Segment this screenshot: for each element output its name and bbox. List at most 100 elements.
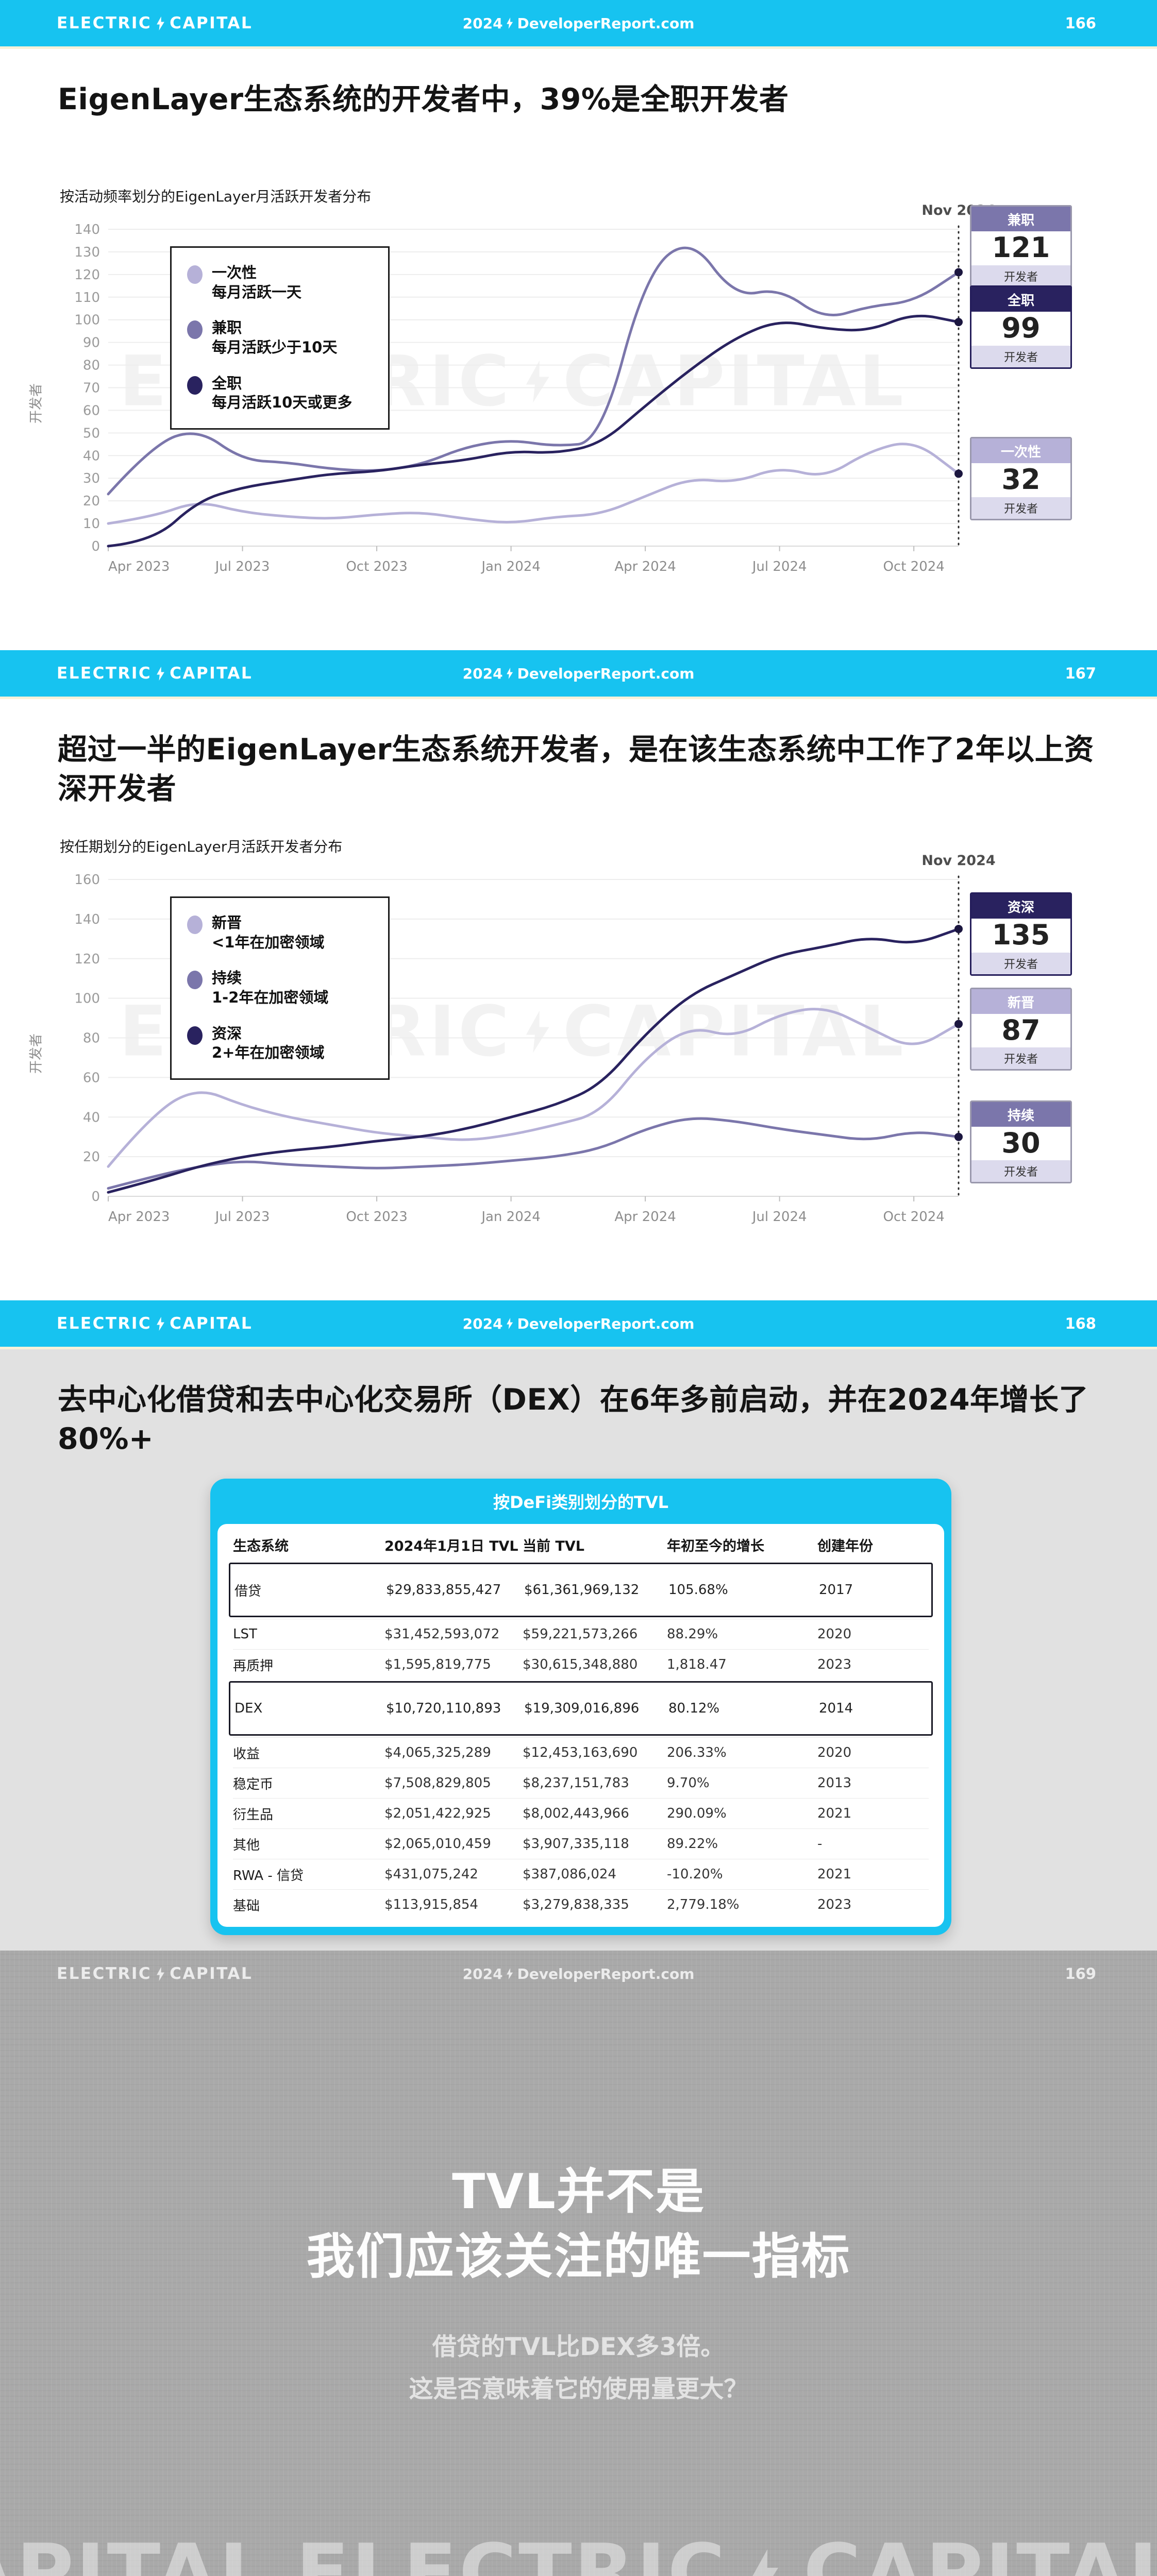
table-cell: $12,453,163,690 (523, 1745, 638, 1760)
x-tick-label: Oct 2023 (346, 1209, 407, 1225)
table-cell: 80.12% (668, 1701, 720, 1716)
bolt-icon (526, 1010, 549, 1053)
x-tick-label: Jan 2024 (480, 1209, 541, 1225)
badge-unit: 开发者 (971, 952, 1070, 974)
statement-heading-line1: TVL并不是 (452, 2164, 705, 2220)
site-domain: DeveloperReport.com (517, 1315, 695, 1332)
table-cell: 再质押 (233, 1658, 274, 1674)
logo-text-right: CAPITAL (170, 14, 253, 32)
series-end-dot (954, 268, 963, 277)
legend-label: 兼职 (212, 319, 242, 337)
legend-dot (187, 971, 203, 990)
series-line (107, 314, 960, 548)
table-cell: $10,720,110,893 (386, 1701, 501, 1716)
legend-item: 持续 1-2年在加密领域 (187, 969, 373, 1007)
series-line (107, 1117, 960, 1190)
statement-heading-line2: 我们应该关注的唯一指标 (306, 2229, 851, 2285)
table-cell: $8,002,443,966 (523, 1806, 629, 1821)
table-cell: $4,065,325,289 (384, 1745, 491, 1760)
table-row: 衍生品 $2,051,422,925 $8,002,443,966 290.09% 20… (233, 1798, 929, 1828)
series-end-dot (954, 318, 963, 327)
legend-label: 一次性 (212, 264, 257, 281)
table-cell: $1,595,819,775 (384, 1657, 491, 1672)
badge-value: 121 (992, 231, 1050, 264)
table-header-cell: 创建年份 (817, 1538, 873, 1554)
table-cell: 290.09% (667, 1806, 727, 1821)
x-tick-label: Jan 2024 (480, 559, 541, 574)
x-tick-label: Jul 2023 (214, 1209, 270, 1225)
series-line (107, 1008, 960, 1168)
x-tick-label: Jul 2024 (751, 559, 807, 574)
badge-value: 30 (1001, 1126, 1041, 1159)
y-tick-label: 100 (74, 313, 100, 328)
eigenlayer-activity-chart: 0 10 20 30 40 50 60 70 80 90 100 110 120 130 140 Apr 20… (74, 222, 963, 574)
legend-dot (187, 265, 203, 284)
stat-badge: 新晋 87 开发者 (970, 987, 1072, 1071)
badge-label: 新晋 (971, 989, 1070, 1014)
tenure-chart: ELECTRIC CAPITAL 开发者 0204060801001201401… (29, 872, 966, 1235)
legend-desc: <1年在加密领域 (212, 933, 325, 951)
x-tick-label: Apr 2023 (108, 559, 170, 574)
table-cell: $2,051,422,925 (384, 1806, 491, 1821)
table-cell: 收益 (233, 1746, 260, 1762)
legend-label: 持续 (212, 969, 242, 987)
report-site-link[interactable]: 2024 DeveloperReport.com (463, 1951, 695, 1997)
legend-texts: 一次性 每月活跃一天 (212, 263, 301, 302)
table-cell: 9.70% (667, 1775, 710, 1791)
table-cell: 2013 (817, 1775, 852, 1791)
legend-item: 新晋 <1年在加密领域 (187, 913, 373, 952)
period-label: Nov 2024 (921, 853, 996, 869)
slide-title: 去中心化借贷和去中心化交易所（DEX）在6年多前启动，并在2024年增长了80%… (58, 1383, 1088, 1456)
table-cell: 88.29% (667, 1626, 718, 1642)
y-tick-label: 0 (91, 539, 100, 554)
report-site-link[interactable]: 2024 DeveloperReport.com (463, 650, 695, 697)
table-title: 按DeFi类别划分的TVL (493, 1493, 669, 1512)
statement-subheading-line1: 借贷的TVL比DEX多3倍。 (432, 2333, 725, 2361)
table-cell: 2021 (817, 1867, 852, 1882)
page-number: 168 (1065, 1315, 1096, 1332)
table-row: 基础 $113,915,854 $3,279,838,335 2,779.18% 202… (233, 1889, 929, 1920)
site-year: 2024 (462, 14, 503, 32)
badge-unit: 开发者 (971, 265, 1070, 287)
y-tick-label: 30 (83, 471, 100, 486)
legend-desc: 2+年在加密领域 (212, 1044, 325, 1062)
table-row: DEX $10,720,110,893 $19,309,016,896 80.12% 2… (229, 1681, 933, 1736)
table-cell: 稳定币 (233, 1776, 274, 1792)
x-tick-label: Oct 2024 (883, 1209, 944, 1225)
site-domain: DeveloperReport.com (517, 14, 695, 32)
table-cell: 2023 (817, 1897, 852, 1912)
x-tick-label: Apr 2024 (614, 1209, 676, 1225)
table-cell: 借贷 (234, 1583, 262, 1599)
stat-badge: 全职 99 开发者 (970, 285, 1072, 369)
table-cell: $113,915,854 (384, 1897, 478, 1912)
table-cell: $29,833,855,427 (386, 1582, 501, 1598)
series-line (107, 246, 960, 496)
logo-text-left: ELECTRIC (57, 1314, 152, 1333)
x-tick-label: Jul 2024 (751, 1209, 807, 1225)
logo-text-left: ELECTRIC (57, 664, 152, 683)
y-tick-label: 90 (83, 335, 100, 351)
table-cell: 1,818.47 (667, 1657, 727, 1672)
legend-desc: 每月活跃10天或更多 (212, 394, 353, 412)
stat-badges: 兼职 121 开发者 全职 99 开发者 一次性 32 开发者 (970, 205, 1073, 585)
y-tick-label: 100 (74, 991, 100, 1007)
table-cell: RWA - 信贷 (233, 1868, 304, 1884)
y-axis-label: 开发者 (28, 1033, 44, 1074)
series-end-dot (954, 1020, 963, 1028)
slide-167: ELECTRIC CAPITAL 2024 DeveloperReport.co… (0, 650, 1157, 1300)
table-cell: $59,221,573,266 (523, 1626, 638, 1642)
table-header-cell: 当前 TVL (523, 1538, 584, 1554)
report-site-link[interactable]: 2024 DeveloperReport.com (463, 1300, 695, 1347)
badge-value: 99 (1001, 312, 1041, 345)
table-cell: 105.68% (668, 1582, 728, 1598)
slide-168: ELECTRIC CAPITAL 2024 DeveloperReport.co… (0, 1300, 1157, 1951)
stat-badge: 持续 30 开发者 (970, 1100, 1072, 1184)
legend-texts: 新晋 <1年在加密领域 (212, 913, 324, 952)
table-cell: 2020 (817, 1745, 852, 1760)
legend: 一次性 每月活跃一天 兼职 每月活跃少于10天 全职 每月活跃10天或更多 (170, 246, 390, 430)
badge-label: 资深 (971, 894, 1070, 919)
y-tick-label: 60 (83, 403, 100, 418)
report-site-link[interactable]: 2024 DeveloperReport.com (463, 0, 695, 46)
series-line (107, 443, 960, 525)
legend-texts: 持续 1-2年在加密领域 (212, 969, 328, 1007)
